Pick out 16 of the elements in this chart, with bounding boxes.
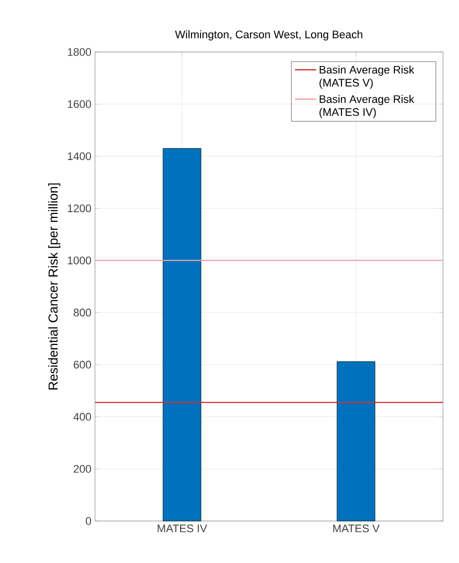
chart-title: Wilmington, Carson West, Long Beach <box>175 30 362 40</box>
y-axis-title: Residential Cancer Risk [per million] <box>48 183 60 390</box>
y-tick-label: 1400 <box>68 152 92 160</box>
y-tick-label: 1200 <box>68 204 92 212</box>
x-tick-label: MATES IV <box>158 524 208 532</box>
y-tick-label: 1600 <box>68 100 92 108</box>
y-tick-label: 0 <box>86 517 92 525</box>
x-tick-label: MATES V <box>333 524 380 532</box>
y-tick-label: 800 <box>74 308 92 316</box>
y-tick-label: 1800 <box>68 48 92 56</box>
y-tick-label: 600 <box>74 360 92 369</box>
legend-label: Basin Average Risk (MATES V) <box>320 66 414 89</box>
y-tick-label: 200 <box>74 465 92 473</box>
legend-label: Basin Average Risk (MATES IV) <box>320 94 414 118</box>
y-tick-label: 400 <box>73 412 92 421</box>
y-tick-label: 1000 <box>68 256 92 264</box>
